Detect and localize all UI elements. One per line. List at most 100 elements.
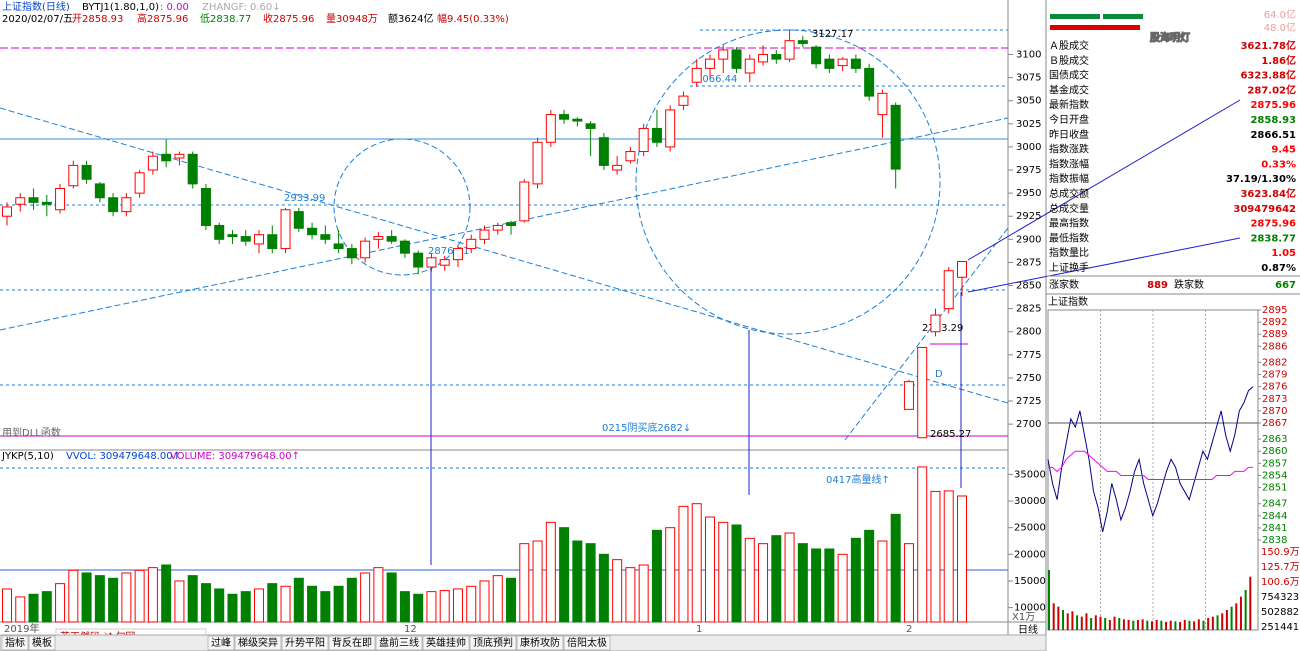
- candle-body: [957, 261, 967, 278]
- volume-bar: [704, 516, 715, 623]
- tab[interactable]: [1, 635, 29, 651]
- y-tick-label: 2700: [1016, 419, 1041, 430]
- stat-value: 0.87%: [1261, 263, 1296, 274]
- tab-label[interactable]: 梯级突异: [238, 636, 278, 649]
- y-tick-label: 2857: [1262, 458, 1287, 469]
- candle-body: [625, 151, 636, 162]
- candle-body: [214, 224, 225, 240]
- candle-body: [651, 127, 662, 143]
- candle-body: [771, 54, 782, 60]
- unit: X1万: [1012, 612, 1035, 623]
- y-tick-label: 2838: [1262, 535, 1287, 546]
- intraday-line: [1047, 386, 1254, 533]
- candle-body: [691, 67, 702, 83]
- stat-label: 跌家数: [1174, 278, 1204, 291]
- volume-bar: [373, 567, 384, 623]
- vol-tick-label: 502882: [1261, 607, 1299, 618]
- volume-bar: [41, 591, 52, 623]
- volume-bar: [479, 580, 490, 623]
- annotation: 0417高量线↑: [826, 473, 890, 486]
- volume-bar: [784, 532, 795, 623]
- stat-value: 2866.51: [1250, 130, 1296, 141]
- candle-body: [373, 236, 384, 240]
- tab[interactable]: [563, 635, 611, 651]
- top-bars: [1050, 14, 1143, 30]
- stat-label: 基金成交: [1049, 83, 1089, 96]
- candle-body: [108, 197, 119, 213]
- stat-value: 309479642: [1233, 204, 1296, 215]
- tab[interactable]: [516, 635, 564, 651]
- candle-body: [585, 123, 596, 129]
- y-tick-label: 2882: [1262, 357, 1287, 368]
- tab-label[interactable]: 康桥攻防: [520, 636, 560, 649]
- volume-bar: [280, 585, 291, 623]
- tab[interactable]: [469, 635, 517, 651]
- tab[interactable]: [234, 635, 282, 651]
- candle-body: [399, 240, 410, 254]
- tab-label[interactable]: 英雄挂帅: [426, 636, 466, 649]
- stat-value: 1.86亿: [1261, 54, 1296, 67]
- tab[interactable]: [28, 635, 56, 651]
- tab[interactable]: [328, 635, 376, 651]
- volume-bar: [333, 585, 344, 623]
- stat-label: 指数涨幅: [1049, 157, 1089, 170]
- y-tick-label: 2925: [1016, 211, 1041, 222]
- tab[interactable]: [422, 635, 470, 651]
- candle-body: [638, 127, 649, 153]
- candle-body: [267, 234, 278, 250]
- candle-body: [320, 234, 331, 240]
- y-tick-label: 2867: [1262, 418, 1287, 429]
- tab-label[interactable]: 倍阳太极: [567, 636, 607, 649]
- annotation: 0215阴买底2682↓: [602, 421, 691, 434]
- volume-bar: [134, 569, 145, 623]
- candle-body: [147, 155, 158, 171]
- stat-label: Ａ股成交: [1049, 39, 1089, 52]
- candle-body: [413, 252, 424, 268]
- candle-body: [254, 234, 265, 245]
- tab-label[interactable]: 背反在即: [332, 636, 372, 649]
- candle-body: [227, 234, 238, 238]
- zhangf: ZHANGF: 0.60↓: [202, 2, 281, 13]
- tab-label[interactable]: 模板: [32, 636, 52, 649]
- volume-bar: [877, 540, 888, 623]
- y-tick-label: 2892: [1262, 317, 1287, 328]
- period[interactable]: 日线: [1018, 623, 1038, 636]
- tab-label[interactable]: 指标: [5, 636, 25, 649]
- date-label: 2: [906, 624, 912, 635]
- volume-bar: [917, 466, 928, 623]
- tab-label[interactable]: 顶底预判: [473, 636, 513, 649]
- volume-bar: [612, 559, 623, 623]
- candle-body: [81, 164, 92, 180]
- tab[interactable]: [281, 635, 329, 651]
- candle-body: [293, 211, 304, 229]
- y-tick-label: 2850: [1016, 281, 1041, 292]
- candle-body: [492, 224, 503, 231]
- volume-bar: [307, 585, 318, 623]
- candle-body: [943, 270, 954, 310]
- candle-body: [665, 109, 676, 148]
- tab-label[interactable]: 升势平阳: [285, 636, 325, 649]
- tab-label[interactable]: 过峰: [211, 636, 231, 649]
- high: 高2875.96: [137, 12, 188, 25]
- candle-body: [731, 49, 742, 69]
- y-tick-label: 2851: [1262, 483, 1287, 494]
- tab-label[interactable]: 盘前三线: [379, 636, 419, 649]
- y-tick-label: 3100: [1016, 50, 1041, 61]
- tab[interactable]: [375, 635, 423, 651]
- logo: 股海明灯: [1150, 31, 1190, 44]
- volume-bar: [320, 591, 331, 623]
- candle-body: [426, 257, 437, 268]
- tab[interactable]: [207, 635, 235, 651]
- date-label: 12: [404, 624, 417, 635]
- candle-body: [200, 188, 211, 226]
- volume-bar: [903, 543, 914, 623]
- close: 收2875.96: [263, 12, 314, 25]
- y-tick-label: 3050: [1016, 96, 1041, 107]
- vol-indicator: JYKP(5,10): [1, 451, 54, 462]
- volume-bar: [797, 543, 808, 623]
- candle-body: [519, 181, 530, 222]
- vol-tick-label: 754323: [1261, 592, 1299, 603]
- candle-body: [824, 58, 835, 69]
- volume-bar: [15, 596, 26, 623]
- candle-body: [41, 201, 52, 205]
